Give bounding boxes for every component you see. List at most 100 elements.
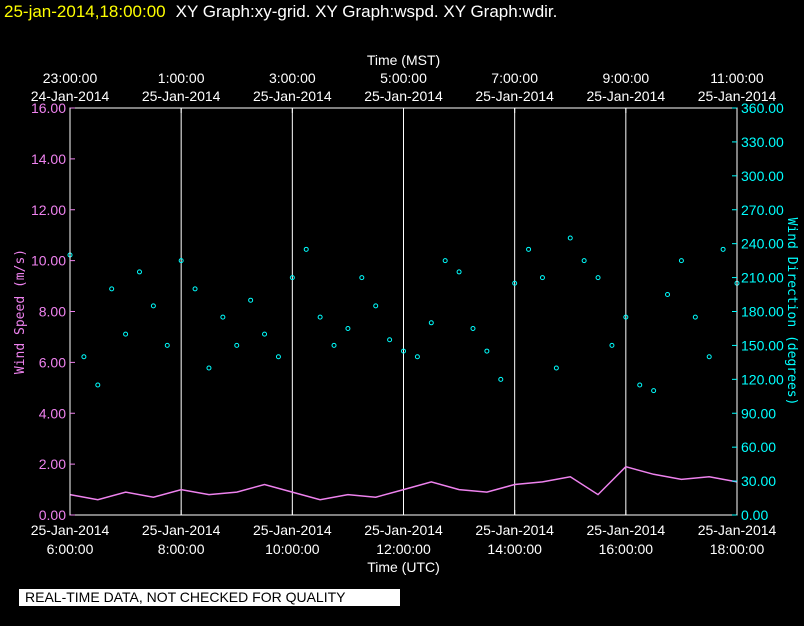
- wind-speed-line: [69, 465, 738, 501]
- y-right-axis-title: Wind Direction (degrees): [784, 218, 799, 406]
- wind-direction-point: [123, 331, 129, 337]
- y-left-tick-label: 0.00: [39, 507, 66, 523]
- y-left-tick-label: 10.00: [31, 253, 66, 269]
- x-bottom-tick-time: 6:00:00: [47, 541, 94, 557]
- wind-direction-point: [498, 376, 504, 382]
- wind-direction-point: [595, 275, 601, 281]
- wind-direction-point: [512, 280, 518, 286]
- wind-direction-point: [248, 297, 254, 303]
- wind-direction-point: [651, 388, 657, 394]
- wind-direction-point: [428, 320, 434, 326]
- wind-direction-point: [220, 314, 226, 320]
- wind-direction-point: [95, 382, 101, 388]
- wind-direction-point: [678, 258, 684, 264]
- x-bottom-tick-date: 25-Jan-2014: [253, 522, 332, 538]
- x-top-tick-date: 25-Jan-2014: [142, 88, 221, 104]
- wind-direction-point: [275, 354, 281, 360]
- x-top-tick-time: 7:00:00: [491, 70, 538, 86]
- wind-direction-point: [317, 314, 323, 320]
- wind-direction-point: [401, 348, 406, 354]
- x-top-tick-time: 1:00:00: [158, 70, 205, 86]
- header-graph-list: XY Graph:xy-grid. XY Graph:wspd. XY Grap…: [175, 2, 558, 21]
- x-top-tick-date: 25-Jan-2014: [587, 88, 666, 104]
- header-title: 25-jan-2014,18:00:00 XY Graph:xy-grid. XY…: [4, 2, 557, 22]
- wind-direction-point: [637, 382, 643, 388]
- y-left-tick-label: 4.00: [39, 405, 66, 421]
- wind-direction-point: [470, 325, 476, 331]
- wind-direction-point: [192, 286, 198, 292]
- wind-direction-point: [164, 342, 170, 348]
- wind-direction-point: [553, 365, 559, 371]
- y-right-tick-label: 300.00: [741, 168, 784, 184]
- x-top-tick-time: 9:00:00: [602, 70, 649, 86]
- x-bottom-tick-time: 10:00:00: [265, 541, 320, 557]
- x-top-tick-time: 3:00:00: [269, 70, 316, 86]
- y-left-tick-label: 16.00: [31, 100, 66, 116]
- wind-direction-point: [567, 235, 573, 241]
- wind-speed-series: [69, 465, 738, 501]
- wind-direction-point: [414, 354, 420, 360]
- x-bottom-tick-time: 16:00:00: [599, 541, 654, 557]
- x-bottom-tick-date: 25-Jan-2014: [31, 522, 110, 538]
- x-top-tick-date: 25-Jan-2014: [364, 88, 443, 104]
- x-top-tick-date: 25-Jan-2014: [253, 88, 332, 104]
- y-left-tick-label: 12.00: [31, 202, 66, 218]
- y-right-tick-label: 30.00: [741, 473, 776, 489]
- wind-direction-point: [178, 258, 184, 264]
- wind-direction-point: [206, 365, 212, 371]
- chart-axes: [69, 107, 738, 516]
- wind-direction-series: [67, 235, 740, 394]
- x-bottom-tick-date: 25-Jan-2014: [587, 522, 666, 538]
- wind-direction-point: [581, 258, 587, 264]
- x-bottom-tick-time: 18:00:00: [710, 541, 765, 557]
- chart-labels: 0.00 2.00 4.00 6.00 8.00 10.00 12.00 14.00 16.00…: [13, 52, 799, 575]
- grid-lines: [180, 108, 627, 515]
- wind-direction-point: [442, 258, 448, 264]
- wind-direction-point: [706, 354, 712, 360]
- x-bottom-axis-title: Time (UTC): [367, 559, 440, 575]
- y-left-axis-title: Wind Speed (m/s): [13, 249, 28, 374]
- y-left-tick-label: 14.00: [31, 151, 66, 167]
- header-date-time: 25-jan-2014,18:00:00: [4, 2, 166, 21]
- y-left-tick-label: 2.00: [39, 456, 66, 472]
- wind-direction-point: [289, 275, 295, 281]
- wind-direction-point: [345, 325, 351, 331]
- wind-direction-point: [665, 292, 671, 298]
- wind-direction-point: [526, 246, 532, 252]
- wind-direction-point: [359, 275, 365, 281]
- wind-direction-point: [150, 303, 156, 309]
- x-bottom-tick-date: 25-Jan-2014: [475, 522, 554, 538]
- quality-warning-banner: REAL-TIME DATA, NOT CHECKED FOR QUALITY: [19, 589, 400, 606]
- x-top-tick-time: 23:00:00: [43, 70, 98, 86]
- x-top-axis-title: Time (MST): [367, 52, 440, 68]
- y-right-tick-label: 60.00: [741, 439, 776, 455]
- wind-direction-point: [456, 269, 462, 275]
- wind-direction-point: [387, 337, 393, 343]
- x-bottom-tick-date: 25-Jan-2014: [698, 522, 777, 538]
- wind-direction-point: [331, 342, 337, 348]
- x-bottom-tick-time: 14:00:00: [487, 541, 542, 557]
- y-right-tick-label: 270.00: [741, 202, 784, 218]
- wind-direction-point: [539, 275, 545, 281]
- x-bottom-tick-time: 12:00:00: [376, 541, 431, 557]
- wind-direction-point: [720, 246, 726, 252]
- x-top-tick-date: 25-Jan-2014: [475, 88, 554, 104]
- y-right-tick-label: 90.00: [741, 405, 776, 421]
- wind-direction-point: [136, 269, 142, 275]
- wind-direction-point: [81, 354, 87, 360]
- y-right-tick-label: 180.00: [741, 304, 784, 320]
- y-right-tick-label: 0.00: [741, 507, 768, 523]
- y-left-tick-label: 6.00: [39, 354, 66, 370]
- y-right-tick-label: 120.00: [741, 371, 784, 387]
- y-left-tick-label: 8.00: [39, 304, 66, 320]
- x-bottom-tick-date: 25-Jan-2014: [142, 522, 221, 538]
- y-right-tick-label: 150.00: [741, 337, 784, 353]
- y-right-tick-label: 240.00: [741, 236, 784, 252]
- wind-direction-point: [623, 314, 629, 320]
- wind-direction-point: [484, 348, 490, 354]
- x-top-tick-time: 5:00:00: [380, 70, 427, 86]
- wind-direction-point: [692, 314, 698, 320]
- wind-direction-point: [303, 246, 309, 252]
- wind-direction-point: [234, 342, 240, 348]
- x-bottom-tick-date: 25-Jan-2014: [364, 522, 443, 538]
